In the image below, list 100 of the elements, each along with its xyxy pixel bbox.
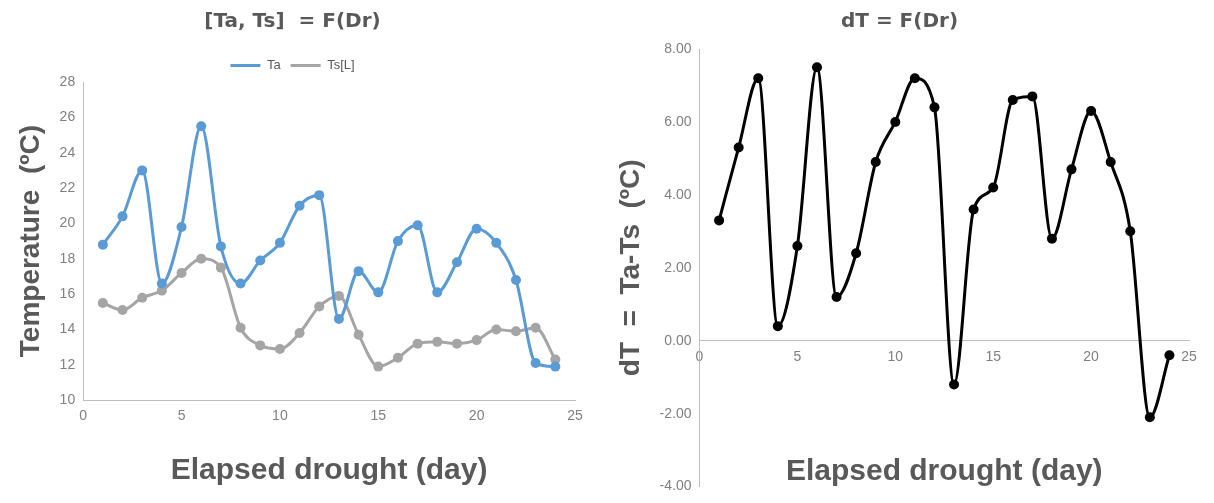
x-tick-label: 25	[1181, 347, 1197, 364]
point	[988, 182, 999, 193]
x-tick-label: 5	[793, 347, 802, 364]
point	[392, 236, 403, 247]
x-tick-label: 10	[887, 347, 904, 364]
point	[1164, 350, 1175, 361]
point	[353, 266, 364, 277]
point	[353, 329, 364, 340]
point	[137, 292, 148, 303]
point	[97, 297, 108, 308]
x-tick-label: 15	[985, 347, 1002, 364]
point	[333, 290, 344, 301]
point	[392, 352, 403, 363]
point	[851, 248, 862, 259]
point	[968, 204, 979, 215]
point	[510, 274, 521, 285]
point	[530, 358, 541, 369]
y-tick-label: 0.00	[664, 331, 692, 348]
point	[870, 157, 881, 168]
point	[274, 237, 285, 248]
x-axis-title: Elapsed drought (day)	[170, 452, 488, 486]
point	[451, 257, 462, 268]
point	[890, 116, 901, 127]
point	[117, 305, 128, 316]
point	[1125, 226, 1136, 237]
y-tick-label: 4.00	[664, 185, 692, 202]
y-tick-label: 24	[59, 143, 76, 160]
point	[274, 343, 285, 354]
point	[1007, 95, 1018, 106]
point	[530, 322, 541, 333]
point	[255, 255, 266, 266]
x-tick-label: 15	[370, 407, 387, 424]
point	[510, 326, 521, 337]
point	[294, 200, 305, 211]
y-tick-label: -2.00	[659, 404, 692, 421]
y-axis-title: Temperature (ºC)	[13, 125, 45, 358]
point	[255, 340, 266, 351]
point	[235, 278, 246, 289]
point	[753, 73, 764, 84]
y-axis-title: dT = Ta-Ts (ºC)	[613, 159, 645, 377]
point	[373, 361, 384, 372]
point	[733, 142, 744, 153]
point	[176, 267, 187, 278]
point	[432, 287, 443, 298]
point	[1144, 412, 1155, 423]
point	[550, 361, 561, 372]
point	[792, 240, 803, 251]
x-tick-label: 10	[272, 407, 288, 424]
point	[333, 313, 344, 324]
legend-label: Ta	[266, 57, 282, 73]
point	[949, 379, 960, 390]
point	[491, 324, 502, 335]
y-tick-label: 18	[59, 249, 76, 266]
point	[196, 253, 207, 264]
point	[1066, 164, 1077, 175]
point	[314, 301, 325, 312]
y-tick-label: 14	[59, 320, 76, 337]
point	[471, 223, 482, 234]
point	[196, 121, 207, 132]
point	[432, 336, 443, 347]
y-tick-label: 6.00	[664, 112, 692, 129]
y-tick-label: 16	[59, 284, 76, 301]
point	[811, 62, 822, 73]
x-tick-label: 0	[79, 407, 88, 424]
point	[215, 241, 226, 252]
x-tick-label: 20	[1083, 347, 1100, 364]
point	[1086, 105, 1097, 116]
y-tick-label: 28	[59, 72, 76, 89]
point	[137, 165, 148, 176]
point	[176, 221, 187, 232]
point	[235, 322, 246, 333]
y-tick-label: 26	[59, 108, 76, 125]
point	[1046, 233, 1057, 244]
y-tick-label: -4.00	[659, 477, 692, 494]
y-tick-label: 10	[59, 391, 76, 408]
x-tick-label: 5	[177, 407, 186, 424]
point	[929, 102, 940, 113]
point	[294, 328, 305, 339]
y-tick-label: 12	[59, 355, 76, 372]
x-tick-label: 20	[468, 407, 485, 424]
y-tick-label: 8.00	[664, 39, 692, 56]
x-tick-label: 25	[567, 407, 583, 424]
point	[412, 220, 423, 231]
y-tick-label: 22	[59, 178, 76, 195]
point	[215, 262, 226, 273]
point	[1105, 157, 1116, 168]
point	[772, 321, 783, 332]
point	[909, 73, 920, 84]
point	[1027, 91, 1038, 102]
y-tick-label: 20	[59, 214, 76, 231]
y-tick-label: 2.00	[664, 258, 692, 275]
point	[491, 237, 502, 248]
point	[314, 190, 325, 201]
point	[156, 278, 167, 289]
point	[831, 291, 842, 302]
point	[373, 287, 384, 298]
chart-title: dT = F(Dr)	[840, 8, 959, 33]
point	[117, 211, 128, 222]
point	[451, 338, 462, 349]
point	[412, 338, 423, 349]
